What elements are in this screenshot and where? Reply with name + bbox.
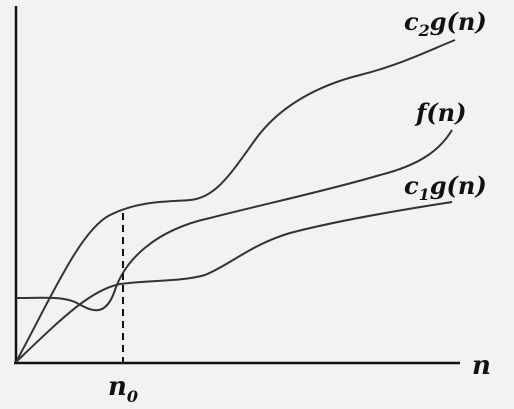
label-f-n: f(n)	[414, 98, 466, 127]
label-n0: n0	[108, 372, 138, 406]
x-axis-label-n: n	[472, 351, 491, 381]
label-c1-g-n: c1g(n)	[404, 171, 487, 204]
label-c2-g-n: c2g(n)	[404, 7, 487, 40]
curve-c1-g-n	[15, 201, 453, 363]
curve-f-n	[15, 129, 453, 312]
curve-c2-g-n	[15, 39, 456, 363]
